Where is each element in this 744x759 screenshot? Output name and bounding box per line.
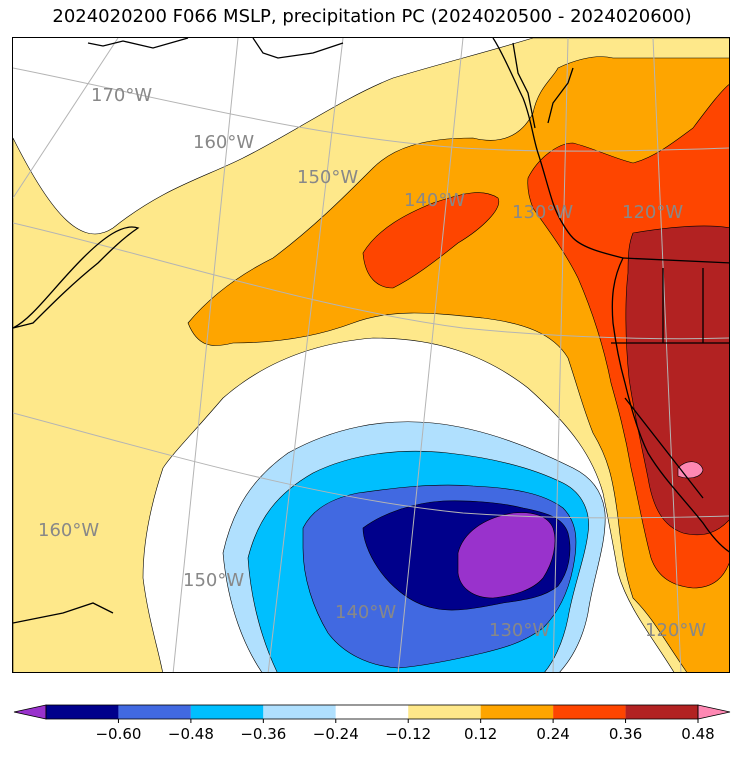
lon-label: 120°W — [622, 202, 683, 223]
lon-label: 160°W — [38, 520, 99, 541]
lon-label: 130°W — [512, 202, 573, 223]
lon-label: 120°W — [645, 620, 706, 641]
colorbar-tick-label: 0.12 — [464, 725, 497, 743]
colorbar-segment — [263, 705, 336, 719]
lon-label: 150°W — [183, 570, 244, 591]
colorbar-segment — [190, 705, 264, 719]
colorbar-tick-label: 0.36 — [609, 725, 642, 743]
map-panel[interactable]: 170°W 160°W 150°W 140°W 130°W 120°W 160°… — [12, 37, 730, 673]
lon-label: 140°W — [335, 602, 396, 623]
map-title: 2024020200 F066 MSLP, precipitation PC (… — [52, 6, 692, 27]
colorbar-segment — [118, 705, 191, 719]
colorbar-segment — [553, 705, 626, 719]
colorbar: −0.60 −0.48 −0.36 −0.24 −0.12 0.12 0.24 0.36 0.4… — [13, 704, 731, 743]
contour-fill-m060 — [457, 512, 556, 599]
colorbar-segment — [46, 705, 119, 719]
lon-label: 170°W — [91, 85, 152, 106]
lon-label: 150°W — [297, 167, 358, 188]
colorbar-tick-label: 0.48 — [681, 725, 714, 743]
lon-label: 140°W — [404, 190, 465, 211]
colorbar-tick-label: −0.36 — [240, 725, 286, 743]
colorbar-segment — [480, 705, 554, 719]
contour-fill-p036 — [362, 192, 500, 289]
colorbar-ticks: −0.60 −0.48 −0.36 −0.24 −0.12 0.12 0.24 0.36 0.4… — [95, 719, 715, 743]
colorbar-segment — [625, 705, 698, 719]
coastlines — [13, 38, 729, 624]
colorbar-tick-label: −0.24 — [313, 725, 359, 743]
colorbar-tick-label: −0.12 — [385, 725, 431, 743]
colorbar-segment — [408, 705, 481, 719]
longitude-labels: 170°W 160°W 150°W 140°W 130°W 120°W 160°… — [38, 85, 706, 641]
colorbar-extend-left — [13, 704, 47, 720]
lon-label: 130°W — [489, 620, 550, 641]
lon-label: 160°W — [193, 132, 254, 153]
colorbar-extend-right — [697, 704, 731, 720]
graticule — [13, 38, 729, 672]
map-canvas: 170°W 160°W 150°W 140°W 130°W 120°W 160°… — [13, 38, 729, 672]
colorbar-outline — [45, 704, 699, 720]
colorbar-segments — [13, 704, 731, 720]
colorbar-tick-label: 0.24 — [536, 725, 569, 743]
colorbar-segment — [335, 705, 409, 719]
colorbar-tick-label: −0.48 — [168, 725, 214, 743]
colorbar-tick-label: −0.60 — [95, 725, 141, 743]
